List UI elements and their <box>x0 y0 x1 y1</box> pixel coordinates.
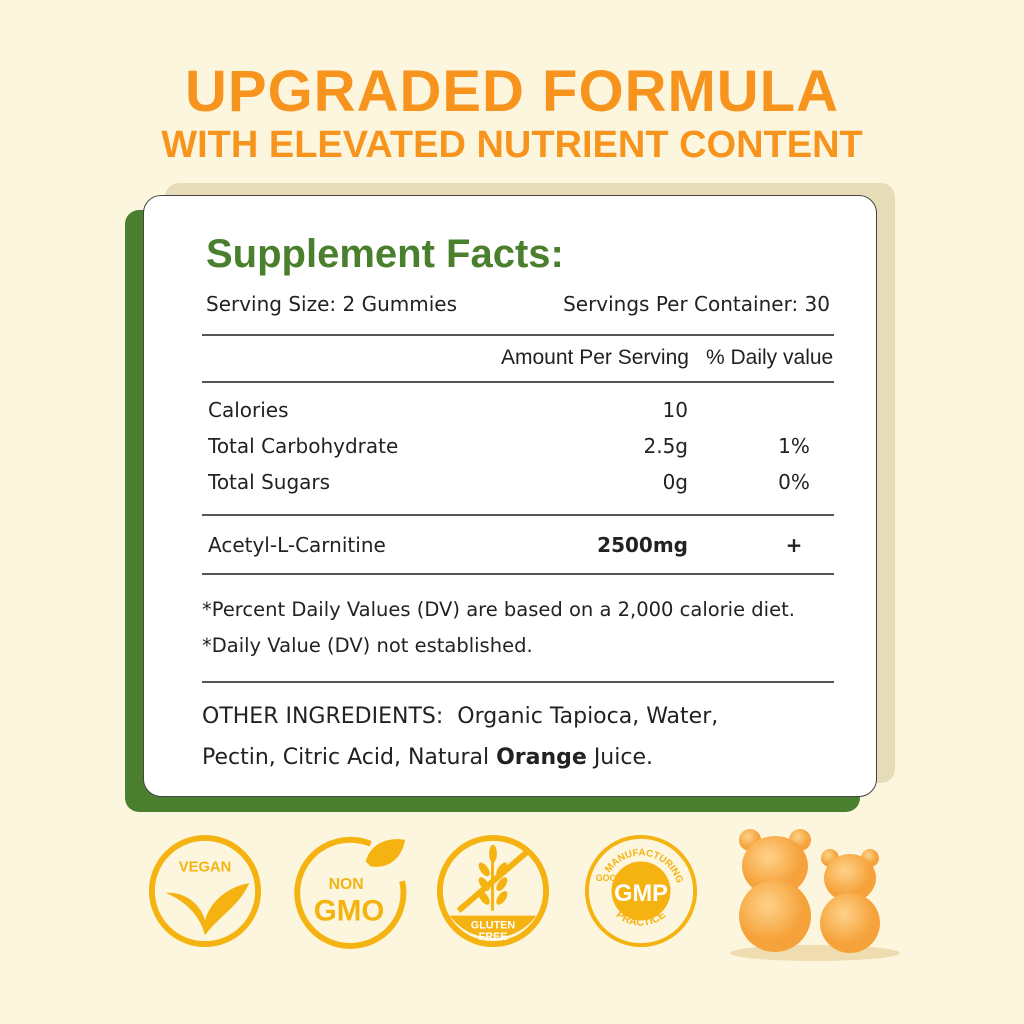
non-text: NON <box>329 876 364 893</box>
gluten-text: GLUTEN <box>471 919 516 931</box>
divider <box>202 514 834 516</box>
gluten-free-badge: GLUTEN FREE <box>436 834 550 948</box>
other-ingredients-line2: Pectin, Citric Acid, Natural Orange Juic… <box>202 745 653 770</box>
vegan-badge: VEGAN <box>148 834 262 948</box>
gummy-bear-large <box>739 829 811 952</box>
row-name: Total Carbohydrate <box>208 434 399 458</box>
other-ingredients-line1: OTHER INGREDIENTS: Organic Tapioca, Wate… <box>202 704 718 729</box>
row-dv: 1% <box>778 434 810 458</box>
active-amount: 2500mg <box>597 533 688 557</box>
col-dv: % Daily value <box>706 346 834 369</box>
row-amount: 10 <box>662 398 688 422</box>
gmp-left-text: GOOD <box>596 873 624 883</box>
gummy-bears-image <box>730 829 900 961</box>
row-name: Calories <box>208 398 289 422</box>
other-text: Organic Tapioca, Water, <box>457 704 719 729</box>
leaf-icon <box>165 883 250 936</box>
other-label: OTHER INGREDIENTS: <box>202 704 444 729</box>
row-name: Total Sugars <box>208 470 331 494</box>
active-name: Acetyl-L-Carnitine <box>208 533 386 557</box>
divider <box>202 573 834 575</box>
facts-heading: Supplement Facts: <box>206 232 564 276</box>
active-dv: + <box>785 533 803 557</box>
divider <box>202 381 834 383</box>
row-amount: 0g <box>662 470 688 494</box>
note-not-established: *Daily Value (DV) not established. <box>202 634 533 657</box>
supplement-facts-card: Supplement Facts: Serving Size: 2 Gummie… <box>143 195 877 797</box>
col-amount: Amount Per Serving <box>501 346 689 369</box>
wheat-icon <box>478 844 508 911</box>
row-amount: 2.5g <box>643 434 688 458</box>
leaf-icon <box>365 839 406 867</box>
gmo-text: GMO <box>314 895 384 928</box>
headline: UPGRADED FORMULA <box>185 59 839 124</box>
divider <box>202 681 834 683</box>
gummy-bear-small <box>820 849 880 953</box>
divider <box>202 334 834 336</box>
other-text: Pectin, Citric Acid, Natural <box>202 745 497 770</box>
subheadline: WITH ELEVATED NUTRIENT CONTENT <box>161 124 863 166</box>
other-text: Juice. <box>586 745 653 770</box>
note-dv: *Percent Daily Values (DV) are based on … <box>202 598 795 621</box>
non-gmo-badge: NON GMO <box>294 836 407 949</box>
gmp-bottom-text: PRACTICE <box>614 909 668 929</box>
servings-per-container: Servings Per Container: 30 <box>563 292 830 316</box>
orange-word: Orange <box>496 745 587 770</box>
svg-text:PRACTICE: PRACTICE <box>614 909 668 929</box>
vegan-text: VEGAN <box>179 859 231 875</box>
free-text: FREE <box>479 931 508 943</box>
gmp-text: GMP <box>614 881 668 907</box>
row-dv: 0% <box>778 470 810 494</box>
gmp-badge: GMP MANUFACTURING GOOD PRACTICE <box>584 834 698 948</box>
serving-size: Serving Size: 2 Gummies <box>206 292 457 316</box>
